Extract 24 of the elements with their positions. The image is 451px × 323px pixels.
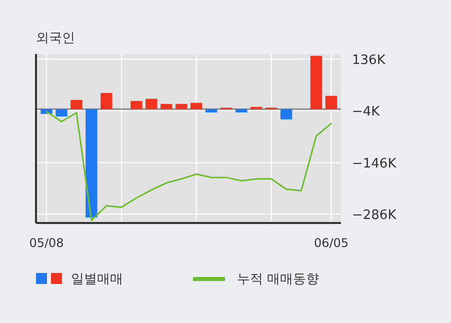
bar (86, 109, 98, 218)
bar (235, 109, 248, 112)
bar (70, 100, 82, 110)
y-tick-label: 136K (352, 53, 386, 68)
y-tick-label: −286K (352, 208, 397, 224)
bar (190, 102, 202, 110)
bar (146, 98, 158, 110)
bar (130, 101, 142, 110)
bar (206, 109, 218, 112)
bar (160, 104, 172, 110)
bar (280, 109, 292, 120)
x-tick-label: 05/08 (29, 236, 64, 250)
y-tick-label: −4K (352, 104, 380, 120)
legend-label: 누적 매매동향 (237, 272, 320, 287)
line-series (46, 110, 332, 222)
bar (56, 109, 68, 116)
x-tick-label: 06/05 (314, 236, 349, 250)
bar (100, 92, 112, 110)
chart-title: 외국인 (36, 31, 75, 46)
legend-label: 일별매매 (71, 272, 123, 287)
y-tick-label: −146K (352, 156, 397, 172)
bar (310, 56, 322, 110)
bar (176, 104, 188, 110)
bar (325, 96, 338, 110)
